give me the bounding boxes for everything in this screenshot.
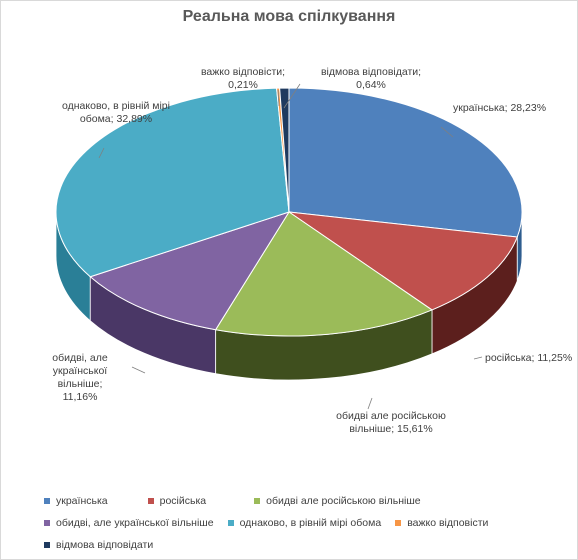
data-label-equal: однаково, в рівній мірі обома; 32,89%: [62, 100, 170, 125]
data-label-russian: російська; 11,25%: [485, 352, 573, 364]
data-label-both-russian: обидві але російською вільніше; 15,61%: [336, 410, 446, 435]
data-label-refusal: відмова відповідати; 0,64%: [320, 66, 422, 91]
leader-line: [440, 126, 454, 138]
data-label-ukrainian: українська; 28,23%: [453, 102, 547, 114]
pie-slice: [279, 87, 290, 213]
chart-legend: українська російська обидві але російськ…: [44, 490, 564, 556]
legend-item-equal: однаково, в рівній мірі обома: [227, 517, 381, 529]
legend-item-both-russian: обидві але російською вільніше: [254, 495, 421, 507]
legend-swatch: [44, 542, 50, 548]
legend-row: обидві, але української вільніше однаков…: [44, 512, 564, 534]
legend-row: відмова відповідати: [44, 534, 564, 556]
chart-title: Реальна мова спілкування: [182, 8, 396, 25]
legend-swatch: [147, 498, 154, 504]
legend-row: українська російська обидві але російськ…: [44, 490, 564, 512]
pie-slice: [55, 87, 290, 278]
legend-swatch: [254, 498, 261, 504]
data-label-both-ukrainian: обидві, але української вільніше; 11,16%: [52, 352, 108, 403]
legend-swatch: [227, 520, 234, 526]
leader-line: [367, 397, 373, 410]
legend-item-russian: російська: [147, 495, 206, 507]
pie-slice: [89, 211, 291, 331]
legend-swatch: [395, 520, 402, 526]
legend-item-hard-to-answer: важко відповісти: [395, 517, 488, 529]
leader-line: [277, 89, 280, 107]
pie-slice: [288, 211, 518, 311]
legend-item-both-ukrainian: обидві, але української вільніше: [44, 517, 214, 529]
legend-swatch: [44, 520, 50, 526]
legend-swatch: [44, 498, 50, 504]
legend-item-refusal: відмова відповідати: [44, 539, 153, 551]
pie-slice: [288, 87, 523, 238]
leader-line: [98, 147, 105, 159]
leader-line: [473, 356, 483, 360]
data-label-hard-to-answer: важко відповісти; 0,21%: [200, 66, 286, 91]
legend-item-ukrainian: українська: [44, 495, 108, 507]
pie-chart: [55, 83, 523, 410]
leader-line: [283, 83, 301, 109]
leader-line: [131, 366, 146, 374]
